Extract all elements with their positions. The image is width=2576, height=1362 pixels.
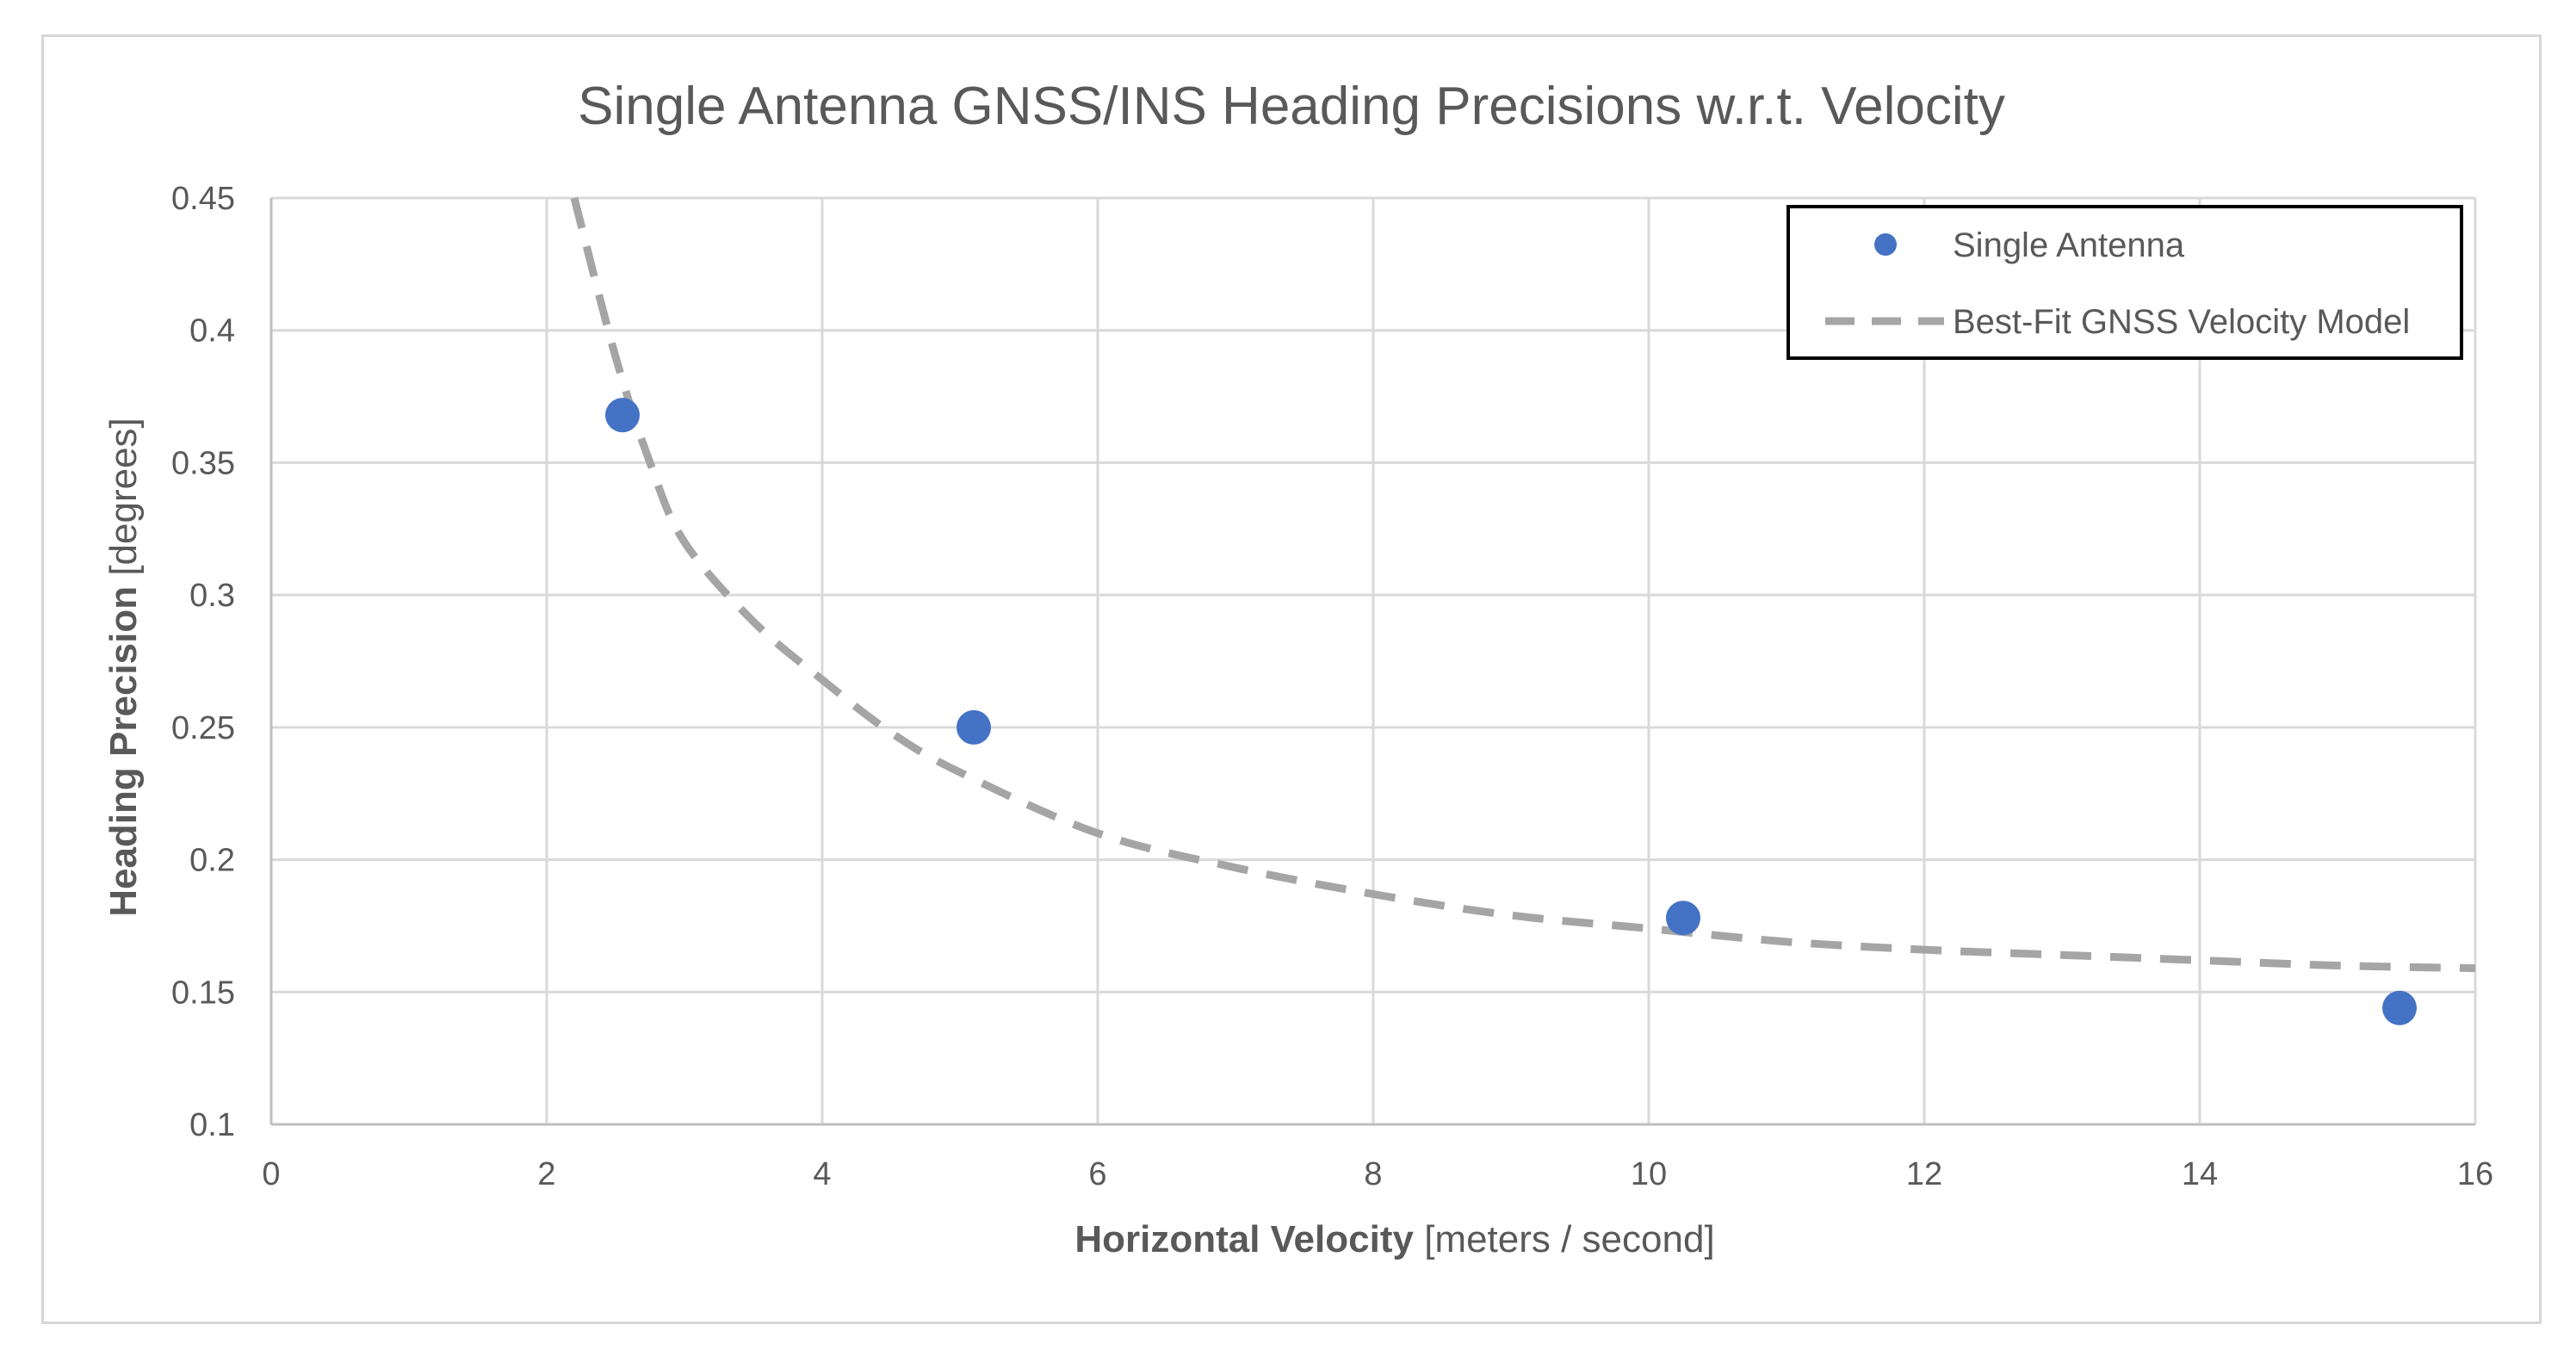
x-axis-title-units: [meters / second] — [1424, 1218, 1714, 1260]
x-tick-label: 12 — [1906, 1156, 1942, 1192]
series-layer — [570, 196, 2476, 1025]
y-tick-label: 0.4 — [189, 313, 235, 350]
y-tick-label: 0.2 — [189, 843, 235, 879]
legend-label-single-antenna: Single Antenna — [1953, 226, 2185, 264]
chart-title: Single Antenna GNSS/INS Heading Precisio… — [578, 77, 2005, 136]
y-tick-label: 0.35 — [171, 445, 235, 481]
legend-box — [1786, 205, 2463, 360]
x-tick-label: 2 — [537, 1156, 555, 1192]
x-tick-label: 6 — [1088, 1156, 1106, 1192]
y-axis-title: Heading Precision [degrees] — [102, 418, 145, 917]
x-tick-label: 10 — [1631, 1156, 1667, 1192]
y-tick-label: 0.45 — [171, 181, 235, 217]
single-antenna-point — [605, 398, 640, 433]
x-axis-title: Horizontal Velocity [meters / second] — [1074, 1218, 1714, 1260]
x-tick-label: 0 — [262, 1156, 280, 1192]
x-axis-title-main: Horizontal Velocity — [1074, 1218, 1414, 1260]
single-antenna-point — [957, 709, 991, 745]
x-tick-label: 8 — [1364, 1156, 1382, 1192]
single-antenna-point — [1666, 901, 1700, 936]
best-fit-velocity-model-line — [570, 196, 2476, 973]
grid-layer — [271, 196, 2477, 1124]
x-tick-label: 14 — [2182, 1156, 2218, 1192]
legend: Single Antenna Best-Fit GNSS Velocity Mo… — [1786, 205, 2463, 360]
legend-marker-single-antenna — [1874, 233, 1897, 256]
y-tick-label: 0.25 — [171, 710, 235, 746]
y-axis-title-main: Heading Precision — [102, 586, 145, 917]
y-tick-label: 0.15 — [171, 975, 235, 1011]
y-tick-label: 0.1 — [189, 1107, 235, 1143]
single-antenna-point — [2382, 990, 2417, 1025]
x-tick-label: 16 — [2457, 1156, 2493, 1192]
legend-label-best-fit: Best-Fit GNSS Velocity Model — [1953, 303, 2410, 341]
y-tick-label: 0.3 — [189, 578, 235, 614]
axis-layer: 0 2 4 6 8 10 12 14 16 0.1 0.15 0.2 0.25 0.3 0.35 0.4 0.4… — [171, 181, 2493, 1192]
y-axis-title-units: [degrees] — [102, 418, 145, 575]
x-tick-label: 4 — [813, 1156, 831, 1192]
